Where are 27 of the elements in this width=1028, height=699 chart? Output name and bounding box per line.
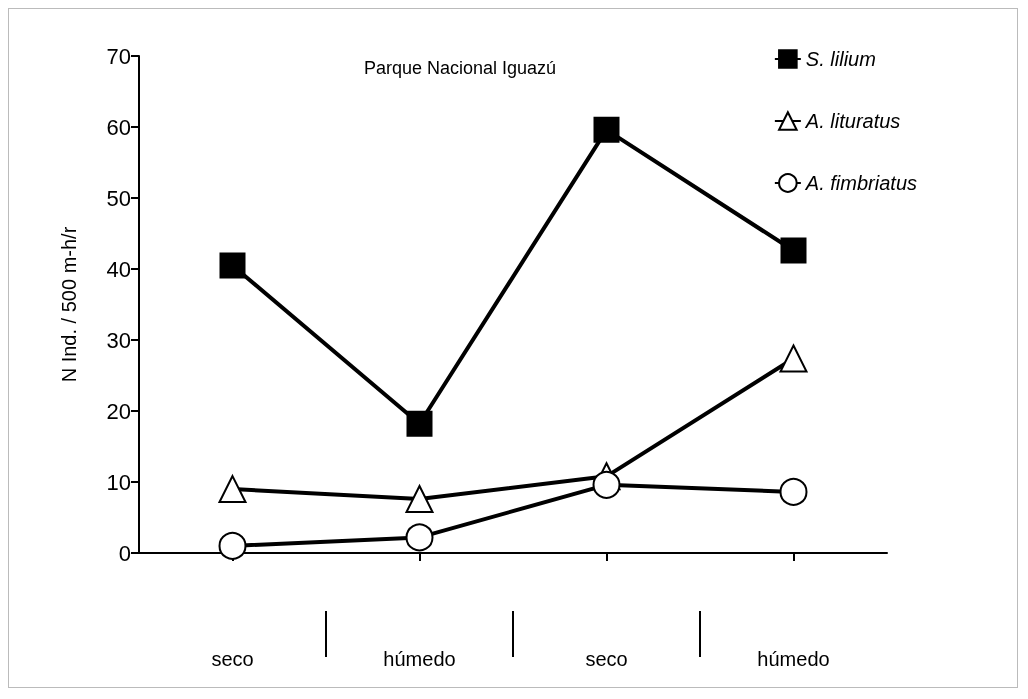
point xyxy=(406,410,433,437)
y-tick-label: 30 xyxy=(106,327,131,353)
legend-label: A. lituratus xyxy=(804,110,901,132)
point xyxy=(218,531,247,560)
point xyxy=(780,237,807,264)
point xyxy=(405,485,434,514)
x-tick-label: húmedo xyxy=(383,648,456,670)
point xyxy=(219,252,246,279)
point xyxy=(592,470,621,499)
y-tick-label: 0 xyxy=(118,540,131,566)
x-tick-label: seco xyxy=(585,648,628,670)
legend-label: A. fimbriatus xyxy=(804,172,918,194)
point xyxy=(779,344,808,373)
y-tick-label: 70 xyxy=(106,43,131,69)
y-tick-label: 60 xyxy=(106,114,131,140)
chart-title: Parque Nacional Iguazú xyxy=(364,58,557,78)
x-tick-label: húmedo xyxy=(757,648,830,670)
y-tick-label: 50 xyxy=(106,185,131,211)
y-tick-label: 40 xyxy=(106,256,131,282)
y-axis-title: N Ind. / 500 m-h/r xyxy=(58,226,80,383)
point xyxy=(779,477,808,506)
x-tick-label: seco xyxy=(211,648,254,670)
y-tick-label: 20 xyxy=(106,398,131,424)
point xyxy=(405,523,434,552)
y-tick-label: 10 xyxy=(106,469,131,495)
point xyxy=(593,116,620,143)
legend-label: S. lilium xyxy=(805,48,876,70)
